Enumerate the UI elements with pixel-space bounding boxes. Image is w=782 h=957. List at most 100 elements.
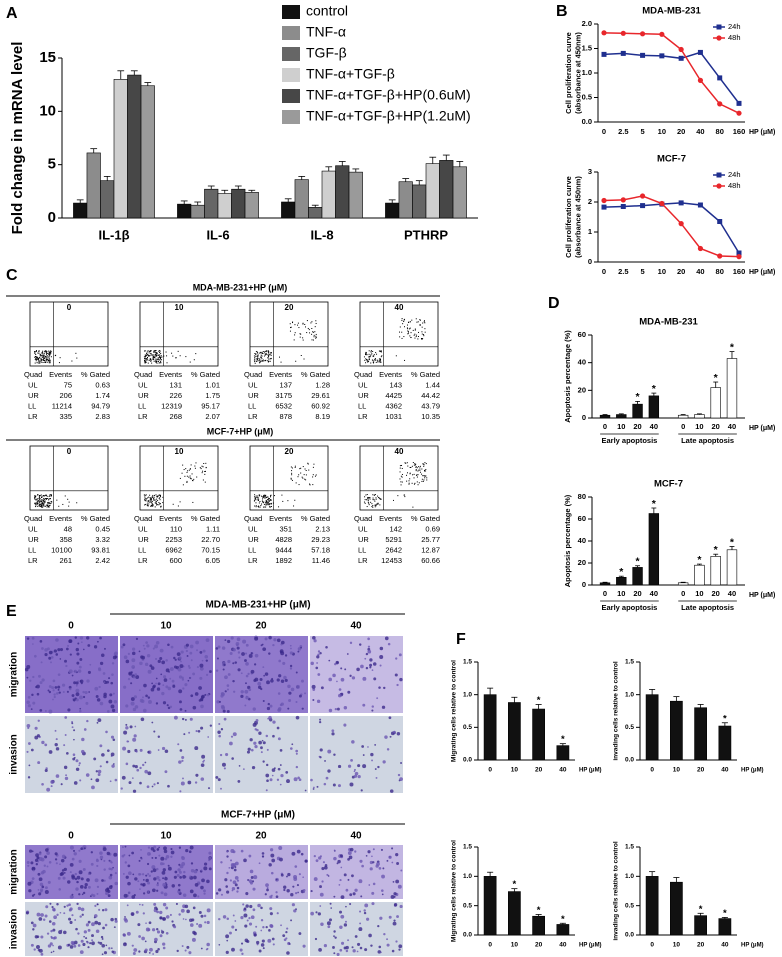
flow-event — [364, 356, 365, 357]
bar — [533, 916, 545, 935]
cell — [177, 874, 180, 877]
cell — [340, 667, 342, 669]
flow-event — [419, 467, 420, 468]
legend-label: 48h — [728, 181, 741, 190]
cell — [79, 870, 83, 874]
cell — [238, 651, 240, 653]
cell — [41, 783, 44, 786]
cell — [190, 846, 194, 850]
cell — [330, 903, 332, 905]
x-tick-label: 20 — [677, 267, 685, 276]
cell — [377, 766, 379, 768]
flow-event — [45, 502, 46, 503]
cell — [274, 767, 276, 769]
table-cell: 6.05 — [205, 556, 220, 565]
flow-event — [405, 462, 406, 463]
cell — [218, 778, 221, 781]
flow-event — [269, 504, 270, 505]
flow-event — [44, 358, 45, 359]
flow-event — [271, 355, 272, 356]
y-tick-label: 20 — [578, 385, 586, 394]
flow-event — [152, 501, 153, 502]
flow-event — [256, 505, 257, 506]
flow-event — [308, 328, 309, 329]
cell — [106, 944, 108, 946]
cell — [387, 748, 389, 750]
flow-event — [418, 321, 419, 322]
bar — [440, 160, 454, 218]
cell — [102, 953, 104, 955]
flow-event — [410, 473, 411, 474]
cell — [140, 749, 143, 752]
cell — [56, 692, 59, 695]
flow-event — [371, 350, 372, 351]
flow-event — [368, 502, 369, 503]
flow-event — [367, 360, 368, 361]
flow-event — [409, 483, 410, 484]
cell — [358, 927, 362, 931]
flow-event — [255, 497, 256, 498]
cell — [218, 646, 221, 649]
cell — [149, 952, 151, 954]
flow-event — [149, 355, 150, 356]
cell — [139, 904, 141, 906]
flow-event — [268, 498, 269, 499]
flow-event — [412, 466, 413, 467]
cell — [133, 708, 136, 711]
cell — [31, 944, 34, 947]
cell — [71, 876, 75, 880]
dose-label: 40 — [395, 447, 404, 456]
flow-event — [311, 328, 312, 329]
flow-event — [401, 484, 402, 485]
flow-event — [157, 353, 158, 354]
cell — [185, 905, 189, 909]
cell — [271, 872, 274, 875]
cell — [111, 753, 115, 757]
cell — [398, 949, 400, 951]
table-cell: 1.28 — [315, 380, 330, 389]
x-axis-label: HP (μM) — [749, 129, 775, 136]
cell — [218, 723, 220, 725]
cell — [163, 903, 166, 906]
flow-event — [311, 321, 312, 322]
flow-event — [268, 350, 269, 351]
x-tick-label: 0 — [681, 422, 685, 431]
table-cell: 1.01 — [205, 380, 220, 389]
flow-event — [316, 474, 317, 475]
flow-event — [155, 502, 156, 503]
flow-event — [76, 358, 77, 359]
flow-event — [422, 323, 423, 324]
cell — [73, 945, 76, 948]
cell — [165, 749, 169, 753]
cell — [286, 876, 288, 878]
cell — [156, 702, 158, 704]
cell — [132, 652, 136, 656]
table-cell: LR — [358, 412, 368, 421]
cell — [265, 672, 268, 675]
cell — [384, 735, 387, 738]
cell — [224, 675, 228, 679]
flow-event — [418, 336, 419, 337]
cell — [31, 749, 34, 752]
cell — [105, 924, 108, 927]
cell — [349, 893, 352, 896]
panel-label: A — [6, 5, 18, 22]
marker — [659, 53, 664, 58]
y-tick-label: 0 — [588, 257, 592, 266]
table-header: Quad — [244, 370, 262, 379]
table-cell: 3.32 — [95, 535, 110, 544]
flow-event — [50, 353, 51, 354]
cell — [373, 677, 376, 680]
cell — [356, 668, 360, 672]
cell — [143, 879, 145, 881]
flow-event — [145, 500, 146, 501]
y-tick-label: 1.0 — [625, 691, 634, 698]
cell — [100, 702, 104, 706]
cell — [237, 780, 240, 783]
cell — [163, 675, 166, 678]
table-header: Quad — [24, 370, 42, 379]
table-cell: 6532 — [275, 401, 292, 410]
flow-event — [302, 324, 303, 325]
cell — [400, 905, 403, 908]
cell — [296, 716, 300, 720]
